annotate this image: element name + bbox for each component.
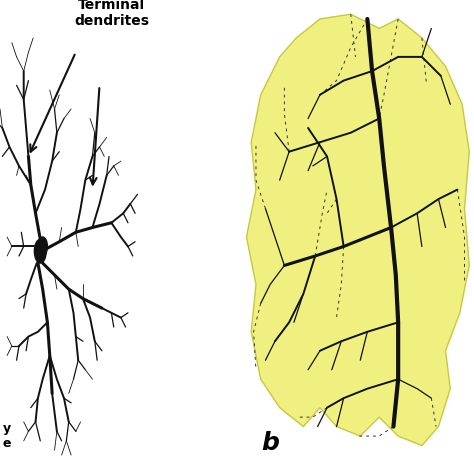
Circle shape bbox=[35, 239, 46, 263]
Text: Terminal
dendrites: Terminal dendrites bbox=[74, 0, 149, 28]
Polygon shape bbox=[246, 14, 469, 446]
Circle shape bbox=[38, 237, 47, 256]
Text: b: b bbox=[261, 431, 279, 455]
Text: y
e: y e bbox=[2, 422, 11, 450]
